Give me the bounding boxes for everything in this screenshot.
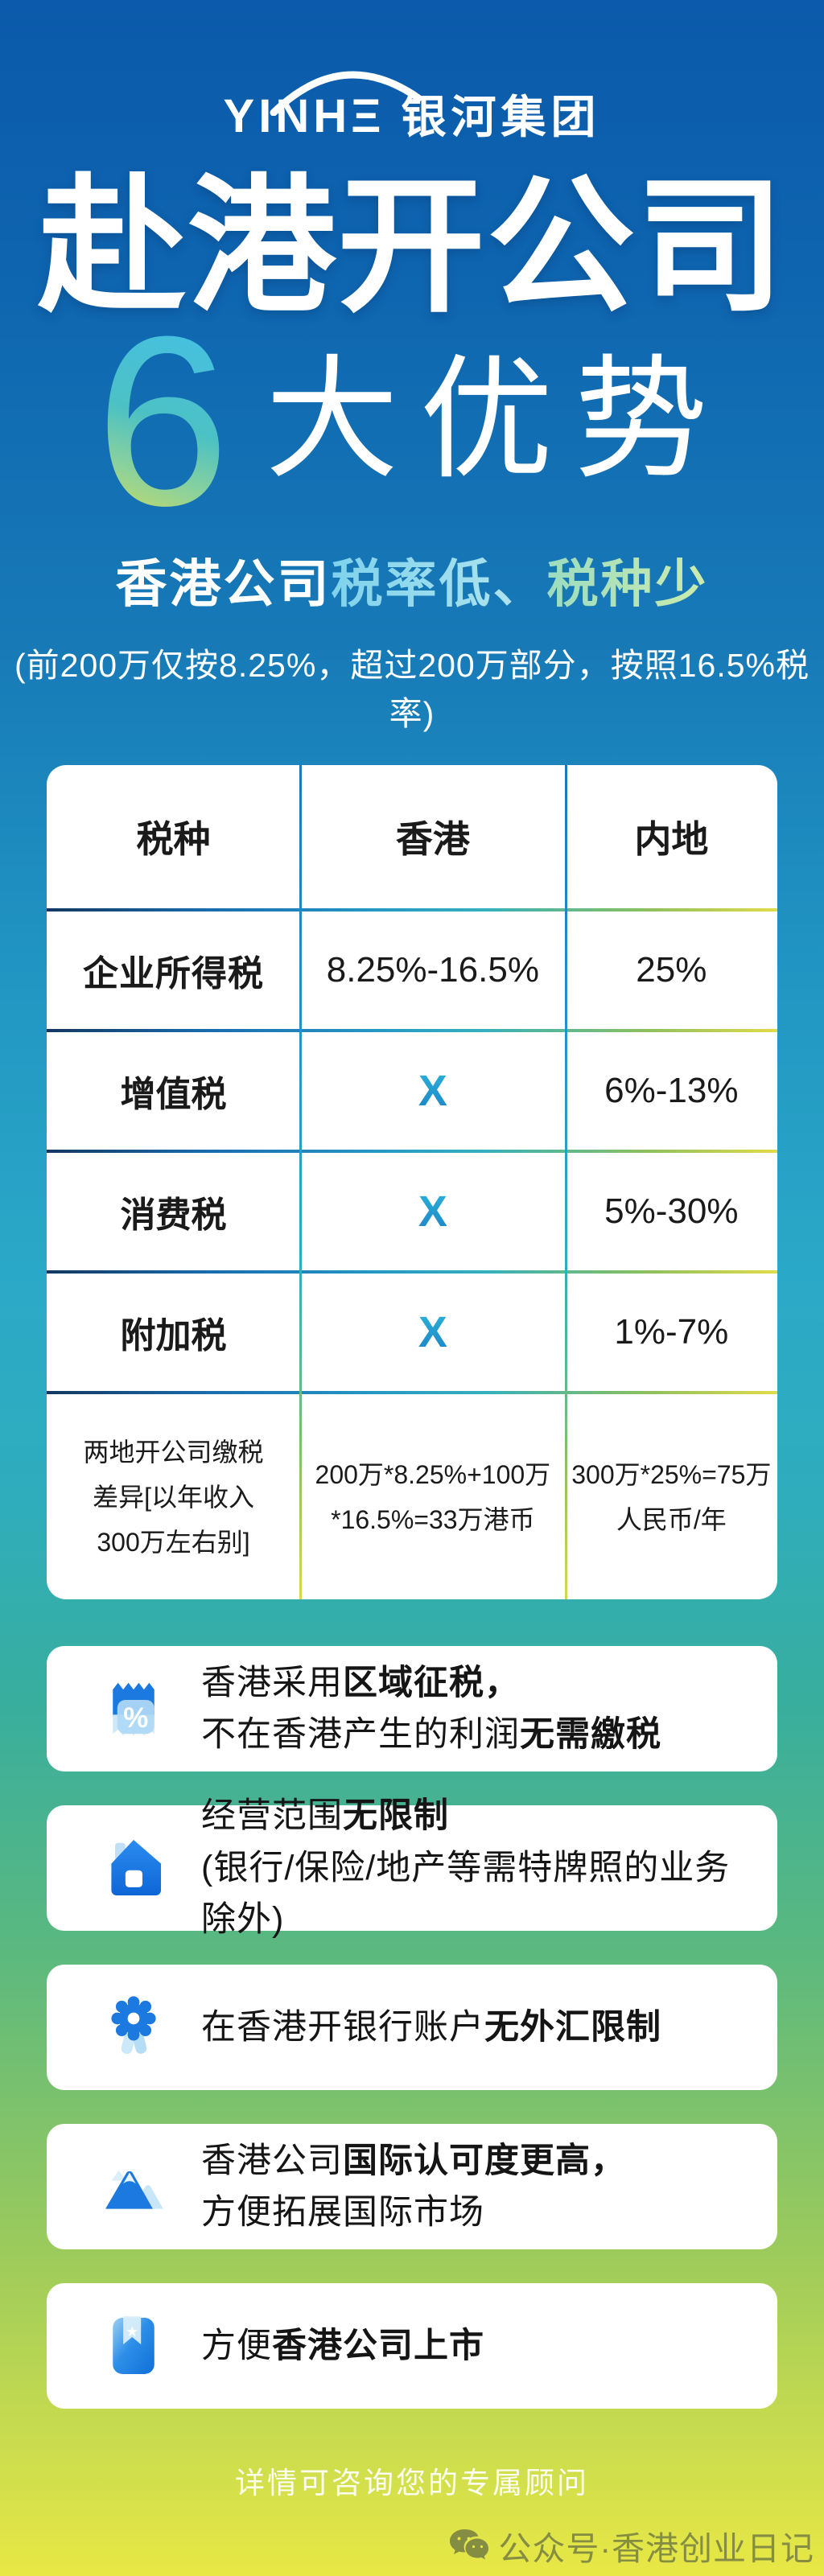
award-badge-icon [97, 1982, 171, 2072]
big-number: 6 [95, 286, 230, 557]
header-cell-mainland: 内地 [634, 818, 709, 861]
table-row-divider [47, 1270, 777, 1274]
subtitle-part-white: 香港公司 [115, 555, 332, 614]
table-row-divider [47, 1029, 777, 1033]
x-mark: X [418, 1067, 447, 1116]
big-number-line: 6 大优势 [0, 286, 824, 557]
table-vertical-divider [564, 765, 567, 1600]
table-row-divider [47, 1391, 777, 1395]
big-number-suffix: 大优势 [265, 346, 729, 496]
card-text: 方便香港公司上市 [201, 2326, 484, 2365]
wechat-account-name: 公众号·香港创业日记 [498, 2530, 814, 2567]
svg-text:★: ★ [126, 2323, 138, 2339]
table-row: 增值税 X 6%-13% [120, 1067, 739, 1116]
subtitle-part-cyan: 税率低、 [331, 555, 547, 614]
brand-header: YINHΞ 银河集团 [0, 0, 824, 140]
subtitle: 香港公司税率低、税种少 [0, 543, 824, 617]
receipt-percent-icon: % [97, 1664, 171, 1754]
mountains-icon [97, 2142, 171, 2232]
tax-comparison-table: 税种 香港 内地 企业所得税 8.25%-16.5% 25% 增值税 X 6%-… [47, 765, 777, 1600]
card-text: 经营范围无限制 (银行/保险/地产等需特牌照的业务除外) [201, 1796, 731, 1940]
bookmark-book-icon: ★ [97, 2301, 171, 2391]
table-row: 附加税 X 1%-7% [120, 1308, 729, 1357]
wechat-account-footer: 公众号·香港创业日记 [448, 2521, 814, 2570]
x-mark: X [418, 1308, 447, 1357]
table-row-divider [47, 1150, 777, 1154]
advantage-card-territorial-tax: % 香港采用区域征税， 不在香港产生的利润无需繳税 [47, 1646, 777, 1772]
subtitle-part-green: 税种少 [546, 555, 709, 614]
card-text: 在香港开银行账户无外汇限制 [201, 2007, 661, 2047]
advantage-card-international-recognition: 香港公司国际认可度更高， 方便拓展国际市场 [47, 2124, 777, 2250]
table-row: 企业所得税 8.25%-16.5% 25% [83, 950, 707, 994]
advantage-card-bank-account: 在香港开银行账户无外汇限制 [47, 1965, 777, 2091]
house-icon [97, 1823, 171, 1913]
wechat-icon [450, 2529, 489, 2560]
header-cell-hongkong: 香港 [395, 818, 470, 861]
logo-text-cn: 银河集团 [401, 92, 601, 142]
tax-rate-note: (前200万仅按8.25%，超过200万部分，按照16.5%税率) [14, 647, 810, 733]
advantage-card-business-scope: 经营范围无限制 (银行/保险/地产等需特牌照的业务除外) [47, 1796, 777, 1939]
logo-text-en: YINHΞ [223, 90, 385, 142]
table-row: 消费税 X 5%-30% [120, 1187, 739, 1237]
advantage-card-ipo: ★ 方便香港公司上市 [47, 2283, 777, 2409]
page-title: 赴港开公司 [37, 163, 786, 329]
card-text: 香港采用区域征税， 不在香港产生的利润无需繳税 [201, 1663, 661, 1755]
table-summary-row: 两地开公司缴税 差异[以年收入 300万左右别] 200万*8.25%+100万… [83, 1437, 772, 1557]
table-row-divider [47, 908, 777, 912]
x-mark: X [418, 1187, 447, 1237]
header-cell-tax-type: 税种 [136, 818, 211, 861]
svg-text:%: % [123, 1702, 148, 1734]
logo-arc-icon [270, 71, 422, 116]
table-vertical-divider [299, 765, 303, 1600]
table-header-row: 税种 香港 内地 [47, 765, 777, 908]
consult-note: 详情可咨询您的专属顾问 [235, 2467, 589, 2500]
card-text: 香港公司国际认可度更高， 方便拓展国际市场 [201, 2141, 626, 2232]
